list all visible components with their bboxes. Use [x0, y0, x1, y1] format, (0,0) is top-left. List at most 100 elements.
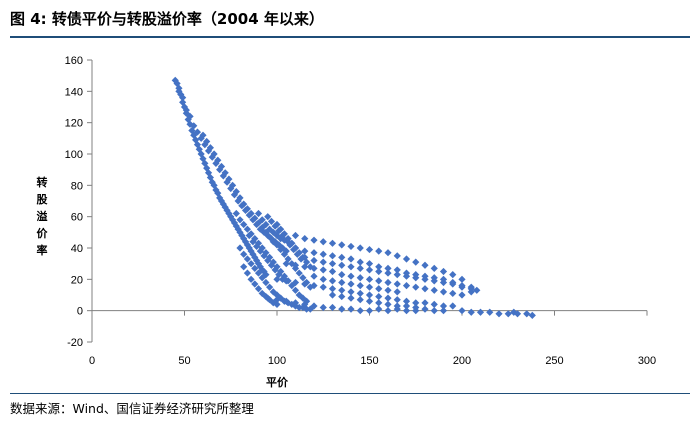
data-point — [310, 302, 318, 310]
data-point — [393, 271, 401, 279]
data-point — [476, 308, 485, 316]
data-point — [232, 188, 240, 196]
data-point — [338, 241, 346, 249]
data-point — [528, 311, 536, 319]
data-point — [439, 267, 448, 276]
data-point — [328, 303, 337, 312]
data-point — [236, 216, 244, 224]
y-tick-label: 0 — [77, 306, 83, 318]
data-point — [243, 205, 251, 213]
data-point — [282, 277, 290, 285]
data-point — [319, 266, 327, 274]
data-point — [251, 253, 259, 261]
x-tick-label: 300 — [638, 355, 656, 367]
data-point — [288, 260, 296, 268]
data-point — [301, 263, 309, 271]
data-point — [412, 274, 420, 282]
data-point — [266, 225, 274, 233]
data-point — [347, 294, 355, 302]
data-point — [240, 200, 248, 208]
scatter-chart: -20 0 20 40 60 80 100 120 140 160 0 50 100 150 200 250 3… — [37, 55, 657, 389]
data-point — [347, 280, 355, 288]
data-point — [430, 300, 438, 308]
data-point — [310, 249, 318, 257]
data-point — [280, 250, 288, 258]
data-point — [258, 289, 266, 298]
data-point — [264, 294, 272, 302]
data-point — [402, 282, 411, 290]
data-point — [328, 260, 337, 268]
data-point — [269, 299, 277, 307]
data-point — [449, 280, 457, 288]
data-point — [217, 162, 226, 171]
data-point — [467, 308, 475, 316]
data-point — [338, 278, 346, 287]
data-point — [186, 112, 194, 120]
data-point — [291, 231, 300, 240]
data-point — [301, 300, 309, 308]
data-point — [328, 267, 337, 276]
x-tick-label: 200 — [453, 355, 471, 367]
data-point — [266, 283, 274, 291]
data-point — [439, 278, 448, 287]
y-axis-title-char: 溢 — [37, 209, 48, 223]
data-point — [421, 299, 429, 307]
data-point — [299, 294, 307, 302]
data-point — [249, 238, 257, 246]
data-point — [277, 225, 285, 233]
data-point — [269, 288, 277, 296]
data-point — [347, 242, 355, 251]
data-point — [280, 272, 288, 280]
data-point — [365, 307, 374, 315]
data-point — [486, 308, 494, 316]
data-point — [365, 291, 374, 299]
data-point — [236, 194, 244, 202]
data-point — [310, 272, 318, 280]
data-point — [251, 214, 259, 222]
x-axis-title: 平价 — [266, 376, 289, 389]
data-point — [291, 244, 300, 252]
data-point — [458, 291, 466, 299]
y-axis-title-char: 转 — [37, 175, 48, 189]
chart-labels: -20 0 20 40 60 80 100 120 140 160 0 50 100 150 200 250 3… — [37, 55, 657, 389]
data-point — [247, 275, 255, 283]
data-point — [291, 286, 300, 294]
data-point — [430, 264, 438, 272]
data-point — [214, 156, 222, 164]
data-point — [310, 256, 318, 265]
data-point — [393, 302, 401, 310]
data-point — [347, 288, 355, 296]
data-point — [253, 242, 261, 251]
data-point — [458, 275, 466, 283]
data-point — [430, 307, 438, 315]
data-point — [269, 238, 277, 246]
data-point — [458, 282, 466, 290]
data-point — [256, 247, 264, 255]
data-point — [225, 175, 233, 183]
data-point — [229, 181, 237, 189]
data-point — [319, 283, 327, 291]
data-point — [347, 272, 355, 280]
data-point — [210, 150, 218, 158]
data-point — [278, 275, 287, 283]
data-point — [338, 286, 346, 294]
data-point — [301, 280, 309, 288]
data-point — [513, 310, 522, 318]
data-point — [384, 300, 392, 308]
data-point — [328, 252, 337, 260]
y-axis-title-char: 价 — [37, 227, 49, 240]
data-point — [449, 302, 457, 310]
data-point — [365, 297, 374, 305]
data-point — [365, 266, 374, 274]
data-point — [375, 247, 383, 255]
data-point — [510, 308, 518, 316]
data-point — [295, 249, 303, 257]
data-point — [262, 278, 270, 287]
data-point — [319, 275, 327, 283]
data-point — [356, 258, 364, 266]
data-point — [306, 263, 314, 271]
chart-axes — [87, 59, 648, 343]
data-point — [280, 230, 288, 238]
data-point — [384, 286, 392, 294]
data-point — [356, 244, 364, 252]
